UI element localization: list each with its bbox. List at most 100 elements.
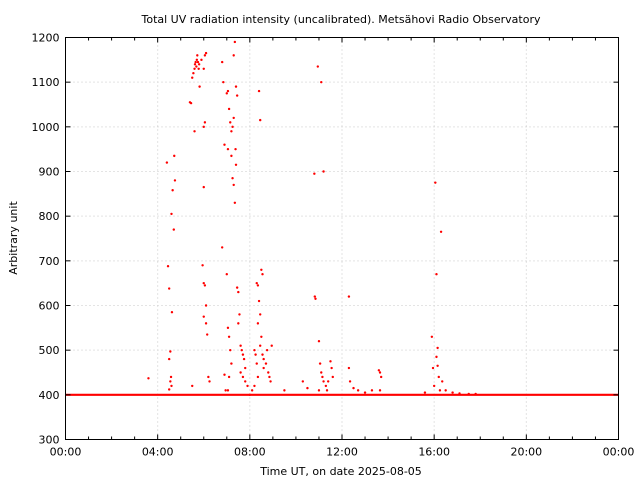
- data-point: [441, 380, 444, 383]
- data-point: [241, 375, 245, 379]
- data-point: [226, 326, 230, 330]
- data-point: [265, 348, 269, 352]
- data-point: [173, 179, 177, 182]
- data-point: [423, 391, 427, 394]
- chart-title: Total UV radiation intensity (uncalibrat…: [141, 13, 541, 26]
- axis-ticks: [65, 37, 619, 440]
- data-point: [233, 40, 237, 44]
- data-point: [248, 393, 252, 397]
- data-point: [257, 299, 261, 303]
- data-point: [207, 375, 210, 379]
- data-point: [200, 58, 203, 62]
- data-point: [227, 375, 231, 379]
- data-point: [439, 230, 443, 233]
- data-point: [239, 344, 242, 347]
- data-point: [241, 353, 245, 356]
- data-point: [234, 163, 238, 166]
- data-point: [255, 362, 258, 365]
- data-point: [202, 185, 205, 189]
- data-point: [320, 80, 323, 84]
- data-point: [227, 107, 231, 111]
- data-point: [234, 85, 238, 88]
- data-point: [193, 63, 197, 66]
- data-point: [204, 304, 208, 307]
- data-point: [444, 389, 447, 392]
- data-point: [378, 389, 382, 392]
- data-point: [167, 357, 171, 361]
- data-point: [227, 335, 231, 338]
- data-point: [254, 353, 257, 356]
- data-point: [189, 101, 193, 105]
- data-point: [225, 92, 228, 95]
- data-point: [193, 130, 196, 133]
- data-point: [196, 60, 200, 64]
- data-point: [370, 389, 374, 392]
- data-point: [239, 371, 242, 374]
- data-point: [203, 284, 207, 287]
- data-point: [317, 389, 321, 392]
- data-point: [306, 386, 309, 390]
- data-point: [172, 228, 175, 231]
- data-point: [191, 76, 194, 79]
- data-point: [316, 65, 320, 68]
- data-point: [267, 371, 270, 374]
- data-point: [260, 268, 263, 271]
- data-point: [226, 89, 230, 93]
- data-point: [195, 65, 198, 68]
- data-point: [436, 346, 439, 350]
- y-tick-label: 800: [39, 210, 60, 223]
- data-point: [435, 355, 438, 359]
- data-point: [432, 384, 436, 388]
- x-tick-label: 20:00: [510, 446, 542, 459]
- data-point: [347, 295, 351, 298]
- data-point: [203, 121, 207, 124]
- data-point: [378, 371, 382, 374]
- y-tick-label: 1200: [32, 32, 60, 45]
- data-point: [269, 380, 272, 383]
- y-tick-label: 300: [39, 434, 60, 447]
- data-point: [379, 375, 383, 379]
- data-point: [435, 273, 438, 276]
- y-tick-label: 700: [39, 255, 60, 268]
- data-point: [317, 340, 321, 343]
- data-point: [171, 189, 174, 192]
- y-tick-label: 1100: [32, 76, 60, 89]
- data-point: [170, 384, 173, 388]
- data-point: [237, 322, 240, 325]
- data-point: [330, 366, 333, 370]
- y-tick-labels: 300 400 500 600 700 800 900 1000 1100 1200: [32, 32, 60, 447]
- x-tick-labels: 00:00 04:00 08:00 12:00 16:00 20:00 00:00: [50, 446, 635, 459]
- data-point: [231, 177, 234, 180]
- data-point: [270, 344, 273, 347]
- data-point: [220, 60, 224, 64]
- data-point: [223, 143, 226, 146]
- data-point: [233, 201, 237, 204]
- data-point: [169, 380, 172, 383]
- data-point: [313, 172, 316, 175]
- data-point: [264, 362, 268, 365]
- data-point: [198, 85, 201, 88]
- data-point: [261, 353, 264, 356]
- data-point: [436, 364, 439, 367]
- data-point: [261, 273, 264, 276]
- data-point: [235, 94, 239, 97]
- data-point: [196, 54, 199, 57]
- data-point: [253, 348, 256, 352]
- data-point: [208, 380, 211, 383]
- data-point: [320, 371, 323, 374]
- data-point: [313, 295, 317, 298]
- data-point: [331, 375, 334, 379]
- data-point: [467, 392, 470, 396]
- data-point: [260, 335, 263, 338]
- data-point: [257, 89, 261, 93]
- data-point: [326, 380, 330, 383]
- data-point: [348, 380, 352, 383]
- data-point: [232, 183, 235, 187]
- data-point: [167, 287, 171, 290]
- x-tick-label: 08:00: [234, 446, 266, 459]
- data-point: [329, 360, 332, 363]
- y-tick-label: 900: [39, 166, 60, 179]
- data-point: [259, 344, 262, 347]
- data-point: [314, 297, 317, 300]
